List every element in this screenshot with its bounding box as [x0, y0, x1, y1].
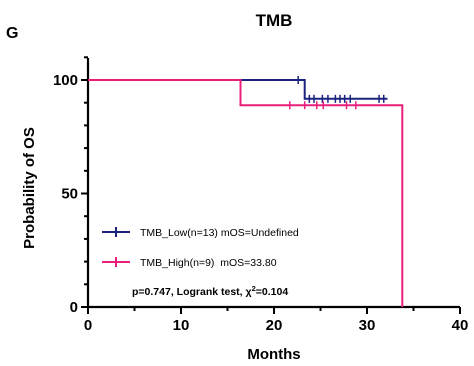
x-axis-label: Months	[247, 346, 300, 363]
stats-annotation: p=0.747, Logrank test, χ2=0.104	[132, 284, 288, 298]
axes: 0 10 20 30 40 0 50 100	[53, 56, 469, 334]
chi-symbol: χ	[246, 286, 252, 298]
chi-superscript: 2	[252, 284, 256, 293]
survival-curves	[88, 76, 404, 307]
panel-label: G	[6, 25, 18, 42]
p-value: p=0.747,	[132, 286, 174, 298]
legend: TMB_Low(n=13) mOS=Undefined TMB_High(n=9…	[102, 227, 299, 269]
y-axis-label: Probability of OS	[21, 127, 38, 249]
x-tick-label: 30	[359, 317, 376, 334]
x-tick-label: 40	[452, 317, 469, 334]
legend-label-high: TMB_High(n=9) mOS=33.80	[140, 257, 277, 269]
chi-value: =0.104	[256, 286, 289, 298]
x-tick-label: 20	[266, 317, 283, 334]
x-tick-label: 0	[84, 317, 92, 334]
x-tick-label: 10	[173, 317, 190, 334]
y-tick-label: 0	[70, 299, 78, 316]
y-tick-label: 100	[53, 72, 78, 89]
survival-curve-low	[88, 79, 388, 100]
chart-title: TMB	[256, 11, 293, 30]
legend-label-low: TMB_Low(n=13) mOS=Undefined	[140, 227, 299, 239]
test-name: Logrank test,	[177, 286, 243, 298]
survival-curve-high	[88, 79, 404, 307]
y-tick-label: 50	[61, 186, 78, 203]
